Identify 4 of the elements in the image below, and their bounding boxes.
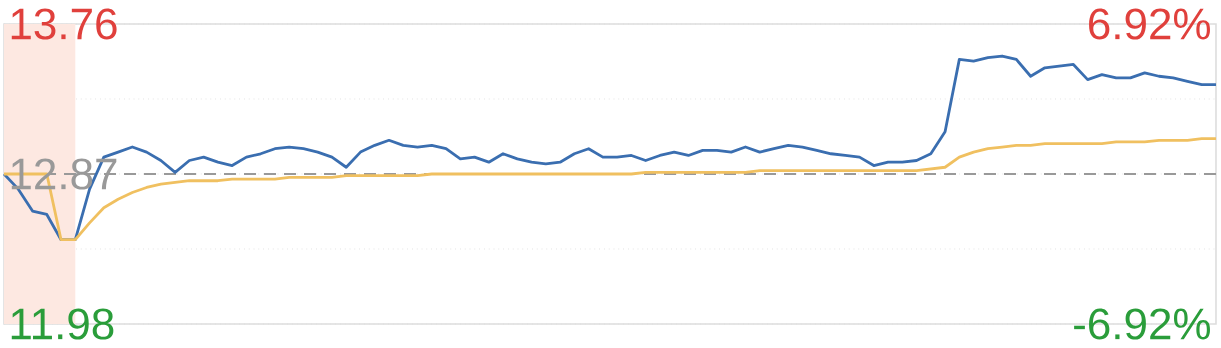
- y2-tick-label: 6.92%: [1089, 8, 1210, 40]
- y-tick-label: 13.76: [11, 8, 117, 40]
- y2-tick-label: -6.92%: [1074, 308, 1210, 340]
- y-tick-label: 11.98: [11, 308, 114, 340]
